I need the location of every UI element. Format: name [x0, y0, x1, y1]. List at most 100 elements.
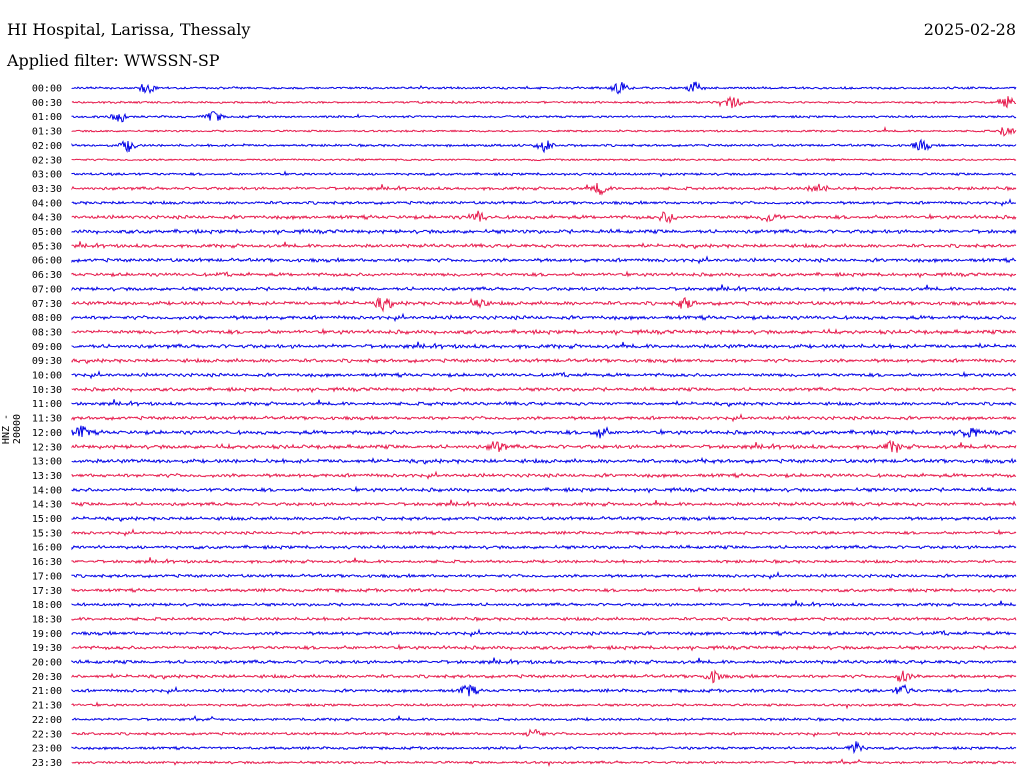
trace-line	[71, 241, 1017, 250]
trace-line	[71, 111, 1017, 123]
hour-label: 19:00	[32, 629, 62, 640]
hour-label: 11:00	[32, 399, 62, 410]
trace-line	[71, 386, 1017, 394]
hour-label: 01:30	[32, 127, 62, 138]
hour-label: 13:30	[32, 471, 62, 482]
trace-line	[71, 683, 1017, 697]
trace-line	[71, 170, 1017, 178]
trace-line	[71, 456, 1017, 465]
trace-line	[71, 425, 1017, 439]
hour-label: 12:30	[32, 442, 62, 453]
hour-label: 22:30	[32, 729, 62, 740]
trace-line	[71, 138, 1017, 154]
hour-label: 14:00	[32, 485, 62, 496]
hour-label: 17:30	[32, 586, 62, 597]
trace-line	[71, 600, 1017, 608]
date-label: 2025-02-28	[923, 20, 1016, 39]
trace-line	[71, 741, 1017, 755]
trace-line	[71, 284, 1017, 293]
trace-line	[71, 557, 1017, 565]
hour-label: 00:30	[32, 98, 62, 109]
trace-line	[71, 485, 1017, 494]
trace-line	[71, 270, 1017, 279]
hour-label: 07:30	[32, 299, 62, 310]
trace-line	[71, 157, 1017, 162]
trace-line	[71, 327, 1017, 336]
trace-line	[71, 399, 1017, 408]
trace-line	[71, 470, 1017, 480]
trace-line	[71, 439, 1017, 453]
trace-line	[71, 341, 1017, 351]
hour-label: 20:30	[32, 672, 62, 683]
trace-line	[71, 182, 1017, 196]
hour-label: 05:30	[32, 241, 62, 252]
trace-line	[71, 643, 1017, 652]
hour-label: 03:00	[32, 170, 62, 181]
hour-label: 02:30	[32, 155, 62, 166]
trace-line	[71, 657, 1017, 666]
hour-label: 18:00	[32, 600, 62, 611]
trace-line	[71, 669, 1017, 684]
hour-label: 14:30	[32, 500, 62, 511]
trace-line	[71, 715, 1017, 723]
hour-label: 15:00	[32, 514, 62, 525]
hour-label: 06:00	[32, 256, 62, 267]
trace-line	[71, 515, 1017, 523]
hour-label: 01:00	[32, 112, 62, 123]
hour-label: 08:30	[32, 327, 62, 338]
hour-label: 03:30	[32, 184, 62, 195]
hour-label: 20:00	[32, 658, 62, 669]
hour-label: 13:00	[32, 457, 62, 468]
trace-line	[71, 255, 1017, 265]
trace-line	[71, 728, 1017, 738]
trace-line	[71, 528, 1017, 537]
hour-label: 04:30	[32, 213, 62, 224]
hour-label: 00:00	[32, 84, 62, 95]
hour-label: 16:00	[32, 543, 62, 554]
hour-label: 11:30	[32, 414, 62, 425]
hour-label: 19:30	[32, 643, 62, 654]
trace-line	[71, 95, 1017, 109]
filter-label: Applied filter: WWSSN-SP	[7, 51, 220, 70]
hour-label: 02:00	[32, 141, 62, 152]
trace-line	[71, 701, 1017, 710]
trace-line	[71, 125, 1017, 137]
hour-label: 09:30	[32, 356, 62, 367]
trace-line	[71, 296, 1017, 313]
hour-label: 07:00	[32, 284, 62, 295]
hour-label: 04:00	[32, 198, 62, 209]
trace-line	[71, 571, 1017, 580]
trace-line	[71, 586, 1017, 594]
hour-label: 22:00	[32, 715, 62, 726]
hour-label: 23:30	[32, 758, 62, 769]
hour-label: 21:00	[32, 686, 62, 697]
trace-line	[71, 370, 1017, 380]
trace-line	[71, 758, 1017, 767]
trace-line	[71, 357, 1017, 365]
trace-line	[71, 628, 1017, 638]
trace-line	[71, 616, 1017, 623]
hour-label: 15:30	[32, 528, 62, 539]
hour-label: 17:00	[32, 571, 62, 582]
y-axis-label: HNZ - 20000	[1, 413, 23, 445]
hour-label: 09:00	[32, 342, 62, 353]
station-title: HI Hospital, Larissa, Thessaly	[7, 20, 251, 39]
hour-label: 08:00	[32, 313, 62, 324]
hour-label: 16:30	[32, 557, 62, 568]
trace-rows: 00:00 00:30 01:00 01:30 02:00 02:30 03:00 03:30…	[32, 81, 1017, 769]
hour-label: 06:30	[32, 270, 62, 281]
trace-line	[71, 210, 1017, 225]
trace-line	[71, 413, 1017, 423]
hour-label: 12:00	[32, 428, 62, 439]
hour-label: 21:30	[32, 701, 62, 712]
hour-label: 10:00	[32, 371, 62, 382]
hour-label: 10:30	[32, 385, 62, 396]
hour-label: 23:00	[32, 744, 62, 755]
trace-line	[71, 198, 1016, 207]
hour-label: 05:00	[32, 227, 62, 238]
trace-line	[71, 499, 1017, 508]
trace-line	[71, 312, 1017, 323]
trace-line	[71, 81, 1017, 95]
hour-label: 18:30	[32, 614, 62, 625]
